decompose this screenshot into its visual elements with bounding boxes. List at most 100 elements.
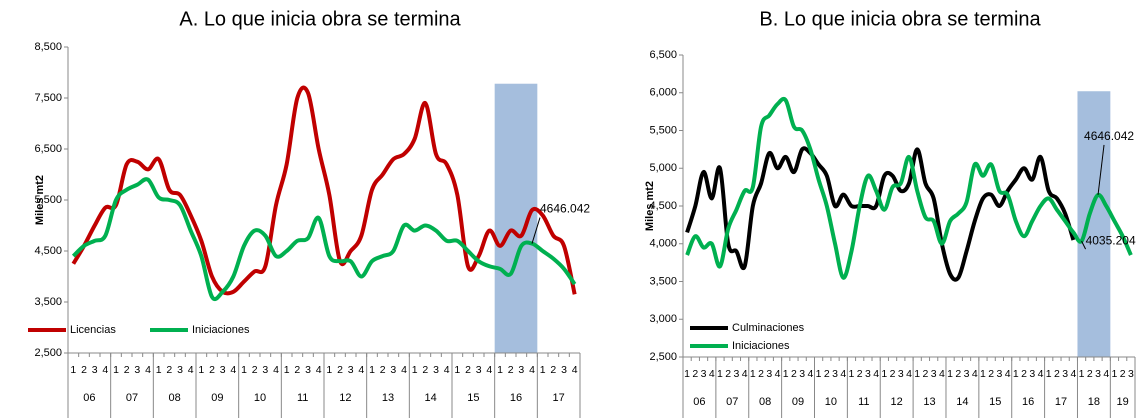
x-tick-label: 3 xyxy=(134,364,140,376)
year-label: 13 xyxy=(382,392,394,404)
year-label: 14 xyxy=(956,396,968,408)
year-label: 19 xyxy=(1117,396,1129,408)
x-tick-label: 1 xyxy=(454,364,460,376)
y-tick-label: 6,000 xyxy=(649,87,677,99)
x-tick-label: 4 xyxy=(145,364,151,376)
x-tick-label: 1 xyxy=(1013,368,1019,380)
x-tick-label: 3 xyxy=(177,364,183,376)
x-tick-label: 3 xyxy=(92,364,98,376)
x-tick-label: 4 xyxy=(444,364,450,376)
annotation-leader xyxy=(1081,240,1087,250)
x-tick-label: 1 xyxy=(241,364,247,376)
x-tick-label: 1 xyxy=(980,368,986,380)
x-tick-label: 2 xyxy=(209,364,215,376)
x-tick-label: 4 xyxy=(972,368,978,380)
x-tick-label: 1 xyxy=(497,364,503,376)
year-label: 11 xyxy=(297,392,308,404)
x-tick-label: 4 xyxy=(1070,368,1076,380)
x-tick-label: 4 xyxy=(906,368,912,380)
y-tick-label: 3,000 xyxy=(649,313,677,325)
x-tick-label: 3 xyxy=(390,364,396,376)
legend-label: Iniciaciones xyxy=(732,340,790,352)
year-label: 09 xyxy=(211,392,223,404)
x-tick-label: 3 xyxy=(1128,368,1134,380)
y-tick-label: 2,500 xyxy=(34,347,62,359)
x-tick-label: 2 xyxy=(422,364,428,376)
year-label: 15 xyxy=(467,392,479,404)
highlight-band xyxy=(1077,91,1111,358)
x-tick-label: 2 xyxy=(508,364,514,376)
x-tick-label: 2 xyxy=(791,368,797,380)
x-tick-label: 3 xyxy=(701,368,707,380)
x-tick-label: 4 xyxy=(486,364,492,376)
x-tick-label: 2 xyxy=(1021,368,1027,380)
series-line xyxy=(685,146,1076,282)
y-tick-label: 6,500 xyxy=(649,49,677,61)
y-tick-label: 4,500 xyxy=(34,245,62,257)
annotation-leader xyxy=(1097,144,1105,196)
x-tick-label: 1 xyxy=(914,368,920,380)
x-tick-label: 2 xyxy=(1054,368,1060,380)
y-tick-label: 4,000 xyxy=(649,238,677,250)
legend-label: Iniciaciones xyxy=(192,324,250,336)
x-tick-label: 2 xyxy=(81,364,87,376)
series-line xyxy=(71,85,577,296)
year-label: 07 xyxy=(126,392,138,404)
x-tick-label: 3 xyxy=(518,364,524,376)
x-tick-label: 4 xyxy=(709,368,715,380)
x-tick-label: 2 xyxy=(252,364,258,376)
x-tick-label: 1 xyxy=(881,368,887,380)
x-tick-label: 1 xyxy=(198,364,204,376)
x-tick-label: 3 xyxy=(996,368,1002,380)
year-label: 10 xyxy=(254,392,266,404)
x-tick-label: 1 xyxy=(1046,368,1052,380)
y-tick-label: 5,500 xyxy=(34,194,62,206)
x-tick-label: 4 xyxy=(102,364,108,376)
x-tick-label: 2 xyxy=(725,368,731,380)
x-tick-label: 2 xyxy=(465,364,471,376)
x-tick-label: 1 xyxy=(750,368,756,380)
series-line xyxy=(71,177,577,302)
x-tick-label: 3 xyxy=(262,364,268,376)
x-tick-label: 3 xyxy=(733,368,739,380)
x-tick-label: 2 xyxy=(1120,368,1126,380)
annotation-leader xyxy=(531,217,541,244)
y-tick-label: 5,500 xyxy=(649,124,677,136)
x-tick-label: 3 xyxy=(305,364,311,376)
x-tick-label: 3 xyxy=(1029,368,1035,380)
year-label: 07 xyxy=(726,396,738,408)
x-tick-label: 1 xyxy=(284,364,290,376)
year-label: 09 xyxy=(792,396,804,408)
x-tick-label: 2 xyxy=(166,364,172,376)
x-tick-label: 3 xyxy=(931,368,937,380)
x-tick-label: 3 xyxy=(348,364,354,376)
year-label: 08 xyxy=(169,392,181,404)
year-label: 17 xyxy=(1055,396,1067,408)
year-label: 13 xyxy=(923,396,935,408)
x-tick-label: 1 xyxy=(1079,368,1085,380)
x-tick-label: 4 xyxy=(1038,368,1044,380)
year-label: 06 xyxy=(693,396,705,408)
year-label: 12 xyxy=(891,396,903,408)
x-tick-label: 2 xyxy=(550,364,556,376)
y-axis-label: Miles mt2 xyxy=(644,181,656,231)
y-tick-label: 3,500 xyxy=(649,275,677,287)
year-label: 15 xyxy=(989,396,1001,408)
x-tick-label: 3 xyxy=(799,368,805,380)
y-tick-label: 5,000 xyxy=(649,162,677,174)
chart-title: B. Lo que inicia obra se termina xyxy=(759,8,1041,30)
year-label: 12 xyxy=(339,392,351,404)
x-tick-label: 1 xyxy=(783,368,789,380)
x-tick-label: 3 xyxy=(964,368,970,380)
x-tick-label: 2 xyxy=(380,364,386,376)
x-tick-label: 1 xyxy=(70,364,76,376)
x-tick-label: 2 xyxy=(857,368,863,380)
x-tick-label: 3 xyxy=(1062,368,1068,380)
x-tick-label: 2 xyxy=(337,364,343,376)
y-tick-label: 8,500 xyxy=(34,41,62,53)
x-tick-label: 4 xyxy=(316,364,322,376)
x-tick-label: 2 xyxy=(758,368,764,380)
x-tick-label: 1 xyxy=(947,368,953,380)
x-tick-label: 4 xyxy=(742,368,748,380)
x-tick-label: 1 xyxy=(684,368,690,380)
